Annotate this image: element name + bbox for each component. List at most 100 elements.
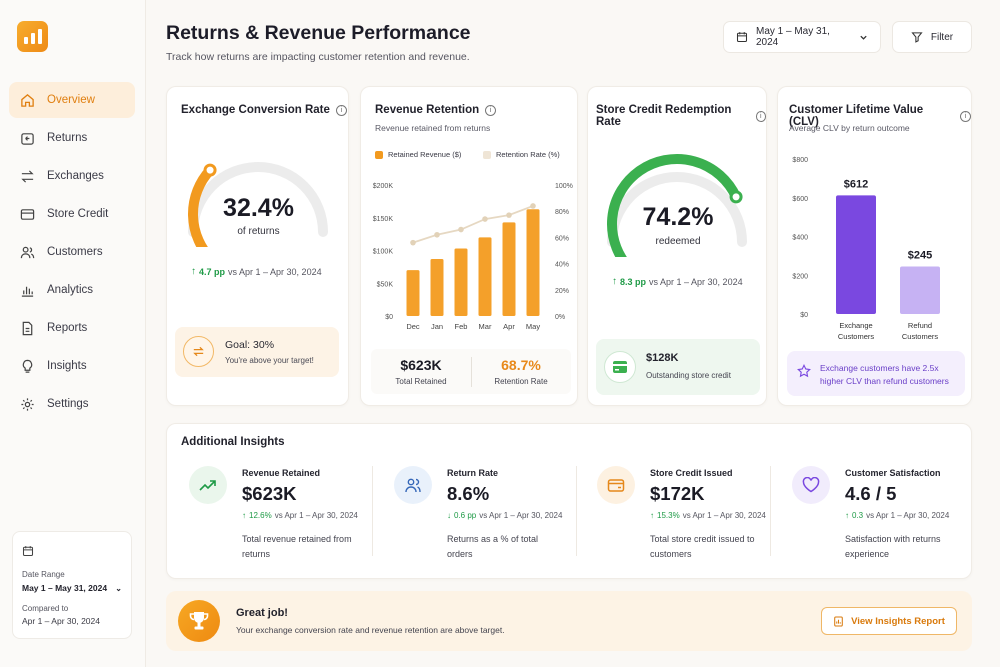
y-tick: $400 bbox=[792, 235, 808, 242]
divider bbox=[770, 466, 771, 556]
revenue-bar bbox=[454, 248, 468, 316]
legend-swatch bbox=[375, 150, 383, 159]
y-tick-right: 20% bbox=[555, 288, 569, 295]
clv-card: Customer Lifetime Value (CLV) i Average … bbox=[777, 86, 972, 406]
card-title: Revenue Retention i bbox=[375, 104, 497, 116]
logo-icon[interactable] bbox=[17, 21, 48, 52]
credit-delta: ↑ 8.3 pp vs Apr 1 – Apr 30, 2024 bbox=[612, 276, 743, 287]
users-icon bbox=[20, 246, 35, 258]
arrow-down-icon: ↓ bbox=[447, 511, 451, 520]
card-title: Store Credit Redemption Rate i bbox=[596, 104, 766, 128]
exchange-caption: of returns bbox=[237, 226, 280, 237]
sidebar-item-overview[interactable]: Overview bbox=[9, 82, 135, 118]
revenue-bar bbox=[430, 259, 444, 316]
gauge-knob bbox=[729, 190, 743, 204]
clv-bar bbox=[900, 266, 940, 314]
revenue-bar bbox=[502, 222, 516, 316]
retention-point bbox=[482, 216, 488, 222]
gauge-track bbox=[607, 172, 747, 247]
data-label: $612 bbox=[844, 178, 868, 190]
x-tick: Customers bbox=[838, 332, 875, 341]
sidebar-date-range-card[interactable]: Date Range May 1 – May 31, 2024 ⌄ Compar… bbox=[12, 531, 132, 639]
date-range-value: May 1 – May 31, 2024 bbox=[22, 583, 108, 593]
filter-icon bbox=[911, 32, 923, 43]
delta-value: 8.3 pp bbox=[620, 276, 647, 287]
banner-text: Your exchange conversion rate and revenu… bbox=[236, 625, 505, 635]
info-icon[interactable]: i bbox=[960, 110, 971, 122]
sidebar-item-insights[interactable]: Insights bbox=[9, 348, 135, 384]
return-icon bbox=[21, 132, 34, 145]
insight-revenue-retained: Revenue Retained $623K ↑ 12.6% vs Apr 1 … bbox=[189, 466, 389, 566]
sidebar-item-analytics[interactable]: Analytics bbox=[9, 272, 135, 308]
sidebar-item-exchanges[interactable]: Exchanges bbox=[9, 158, 135, 194]
sidebar-item-returns[interactable]: Returns bbox=[9, 120, 135, 156]
delta-value: 0.3 bbox=[852, 511, 864, 520]
card-title-text: Exchange Conversion Rate bbox=[181, 104, 330, 116]
card-title-text: Store Credit Redemption Rate bbox=[596, 104, 732, 128]
insights-title: Additional Insights bbox=[181, 436, 285, 448]
date-range-select[interactable]: May 1 – May 31, 2024 ⌄ bbox=[22, 583, 122, 593]
store-credit-card: Store Credit Redemption Rate i 74.2% red… bbox=[587, 86, 767, 406]
data-label: $245 bbox=[908, 250, 932, 262]
additional-insights-card: Additional Insights Revenue Retained $62… bbox=[166, 423, 972, 579]
delta-value: 15.3% bbox=[657, 511, 680, 520]
retention-point bbox=[458, 226, 464, 233]
users-icon bbox=[394, 466, 432, 504]
legend-swatch bbox=[483, 150, 491, 159]
chevron-down-icon bbox=[860, 35, 867, 40]
insight-label: Revenue Retained bbox=[242, 468, 321, 478]
x-tick: Exchange bbox=[839, 321, 872, 330]
lightbulb-icon bbox=[22, 359, 33, 373]
insight-label: Return Rate bbox=[447, 468, 499, 478]
info-icon[interactable]: i bbox=[485, 104, 497, 116]
insight-description: Total store credit issued to customers bbox=[650, 534, 755, 559]
credit-gauge bbox=[607, 154, 747, 257]
total-retained-label: Total Retained bbox=[395, 377, 447, 386]
y-tick-right: 60% bbox=[555, 235, 569, 242]
outstanding-credit-box: $128K Outstanding store credit bbox=[596, 339, 760, 395]
x-tick: Mar bbox=[479, 322, 492, 331]
sidebar-item-label: Returns bbox=[47, 132, 88, 144]
insight-delta: ↑ 0.3 vs Apr 1 – Apr 30, 2024 bbox=[845, 511, 949, 520]
sidebar-item-label: Overview bbox=[47, 94, 95, 106]
insight-label: Customer Satisfaction bbox=[845, 468, 941, 478]
revenue-bar bbox=[478, 237, 492, 316]
revenue-retention-card: Revenue Retention i Revenue retained fro… bbox=[360, 86, 578, 406]
y-tick-left: $0 bbox=[385, 314, 393, 321]
page-subtitle: Track how returns are impacting customer… bbox=[166, 51, 470, 63]
view-insights-report-button[interactable]: View Insights Report bbox=[821, 607, 957, 635]
revenue-bar bbox=[526, 209, 540, 316]
sidebar-item-store-credit[interactable]: Store Credit bbox=[9, 196, 135, 232]
revenue-chart: $0 $50K $100K $150K $200K 0% 20% 40% 60% 80% 100% D… bbox=[373, 183, 573, 331]
insight-value: $172K bbox=[650, 483, 705, 504]
date-range-button[interactable]: May 1 – May 31, 2024 bbox=[723, 21, 881, 53]
sidebar-item-customers[interactable]: Customers bbox=[9, 234, 135, 270]
sidebar-item-reports[interactable]: Reports bbox=[9, 310, 135, 346]
arrow-up-icon: ↑ bbox=[650, 511, 654, 520]
legend-line: Retention Rate (%) bbox=[483, 150, 560, 159]
info-icon[interactable]: i bbox=[335, 104, 347, 116]
insight-description: Total revenue retained from returns bbox=[242, 534, 352, 559]
gauge-knob bbox=[203, 163, 217, 177]
arrow-up-icon: ↑ bbox=[242, 511, 246, 520]
y-tick-right: 0% bbox=[555, 314, 565, 321]
x-tick: May bbox=[526, 322, 540, 331]
delta-compare: vs Apr 1 – Apr 30, 2024 bbox=[228, 266, 322, 277]
filter-button[interactable]: Filter bbox=[892, 21, 972, 53]
info-icon[interactable]: i bbox=[755, 110, 766, 122]
x-tick: Refund bbox=[908, 321, 932, 330]
outstanding-credit-value: $128K bbox=[646, 352, 679, 364]
goal-box: Goal: 30% You're above your target! bbox=[175, 327, 339, 377]
sidebar-item-settings[interactable]: Settings bbox=[9, 386, 135, 422]
revenue-bar bbox=[406, 270, 420, 316]
legend-label: Retention Rate (%) bbox=[496, 150, 560, 159]
divider bbox=[471, 357, 472, 387]
insight-description: Returns as a % of total orders bbox=[447, 534, 539, 559]
retention-point bbox=[506, 212, 512, 218]
heart-icon bbox=[792, 466, 830, 504]
y-tick-right: 100% bbox=[555, 183, 573, 190]
sparkle-icon bbox=[797, 363, 811, 383]
gauge-fill bbox=[607, 154, 742, 257]
clv-chart: $0 $200 $400 $600 $800 $612 Exchange Customers $… bbox=[792, 157, 940, 341]
y-tick-left: $100K bbox=[373, 249, 394, 256]
